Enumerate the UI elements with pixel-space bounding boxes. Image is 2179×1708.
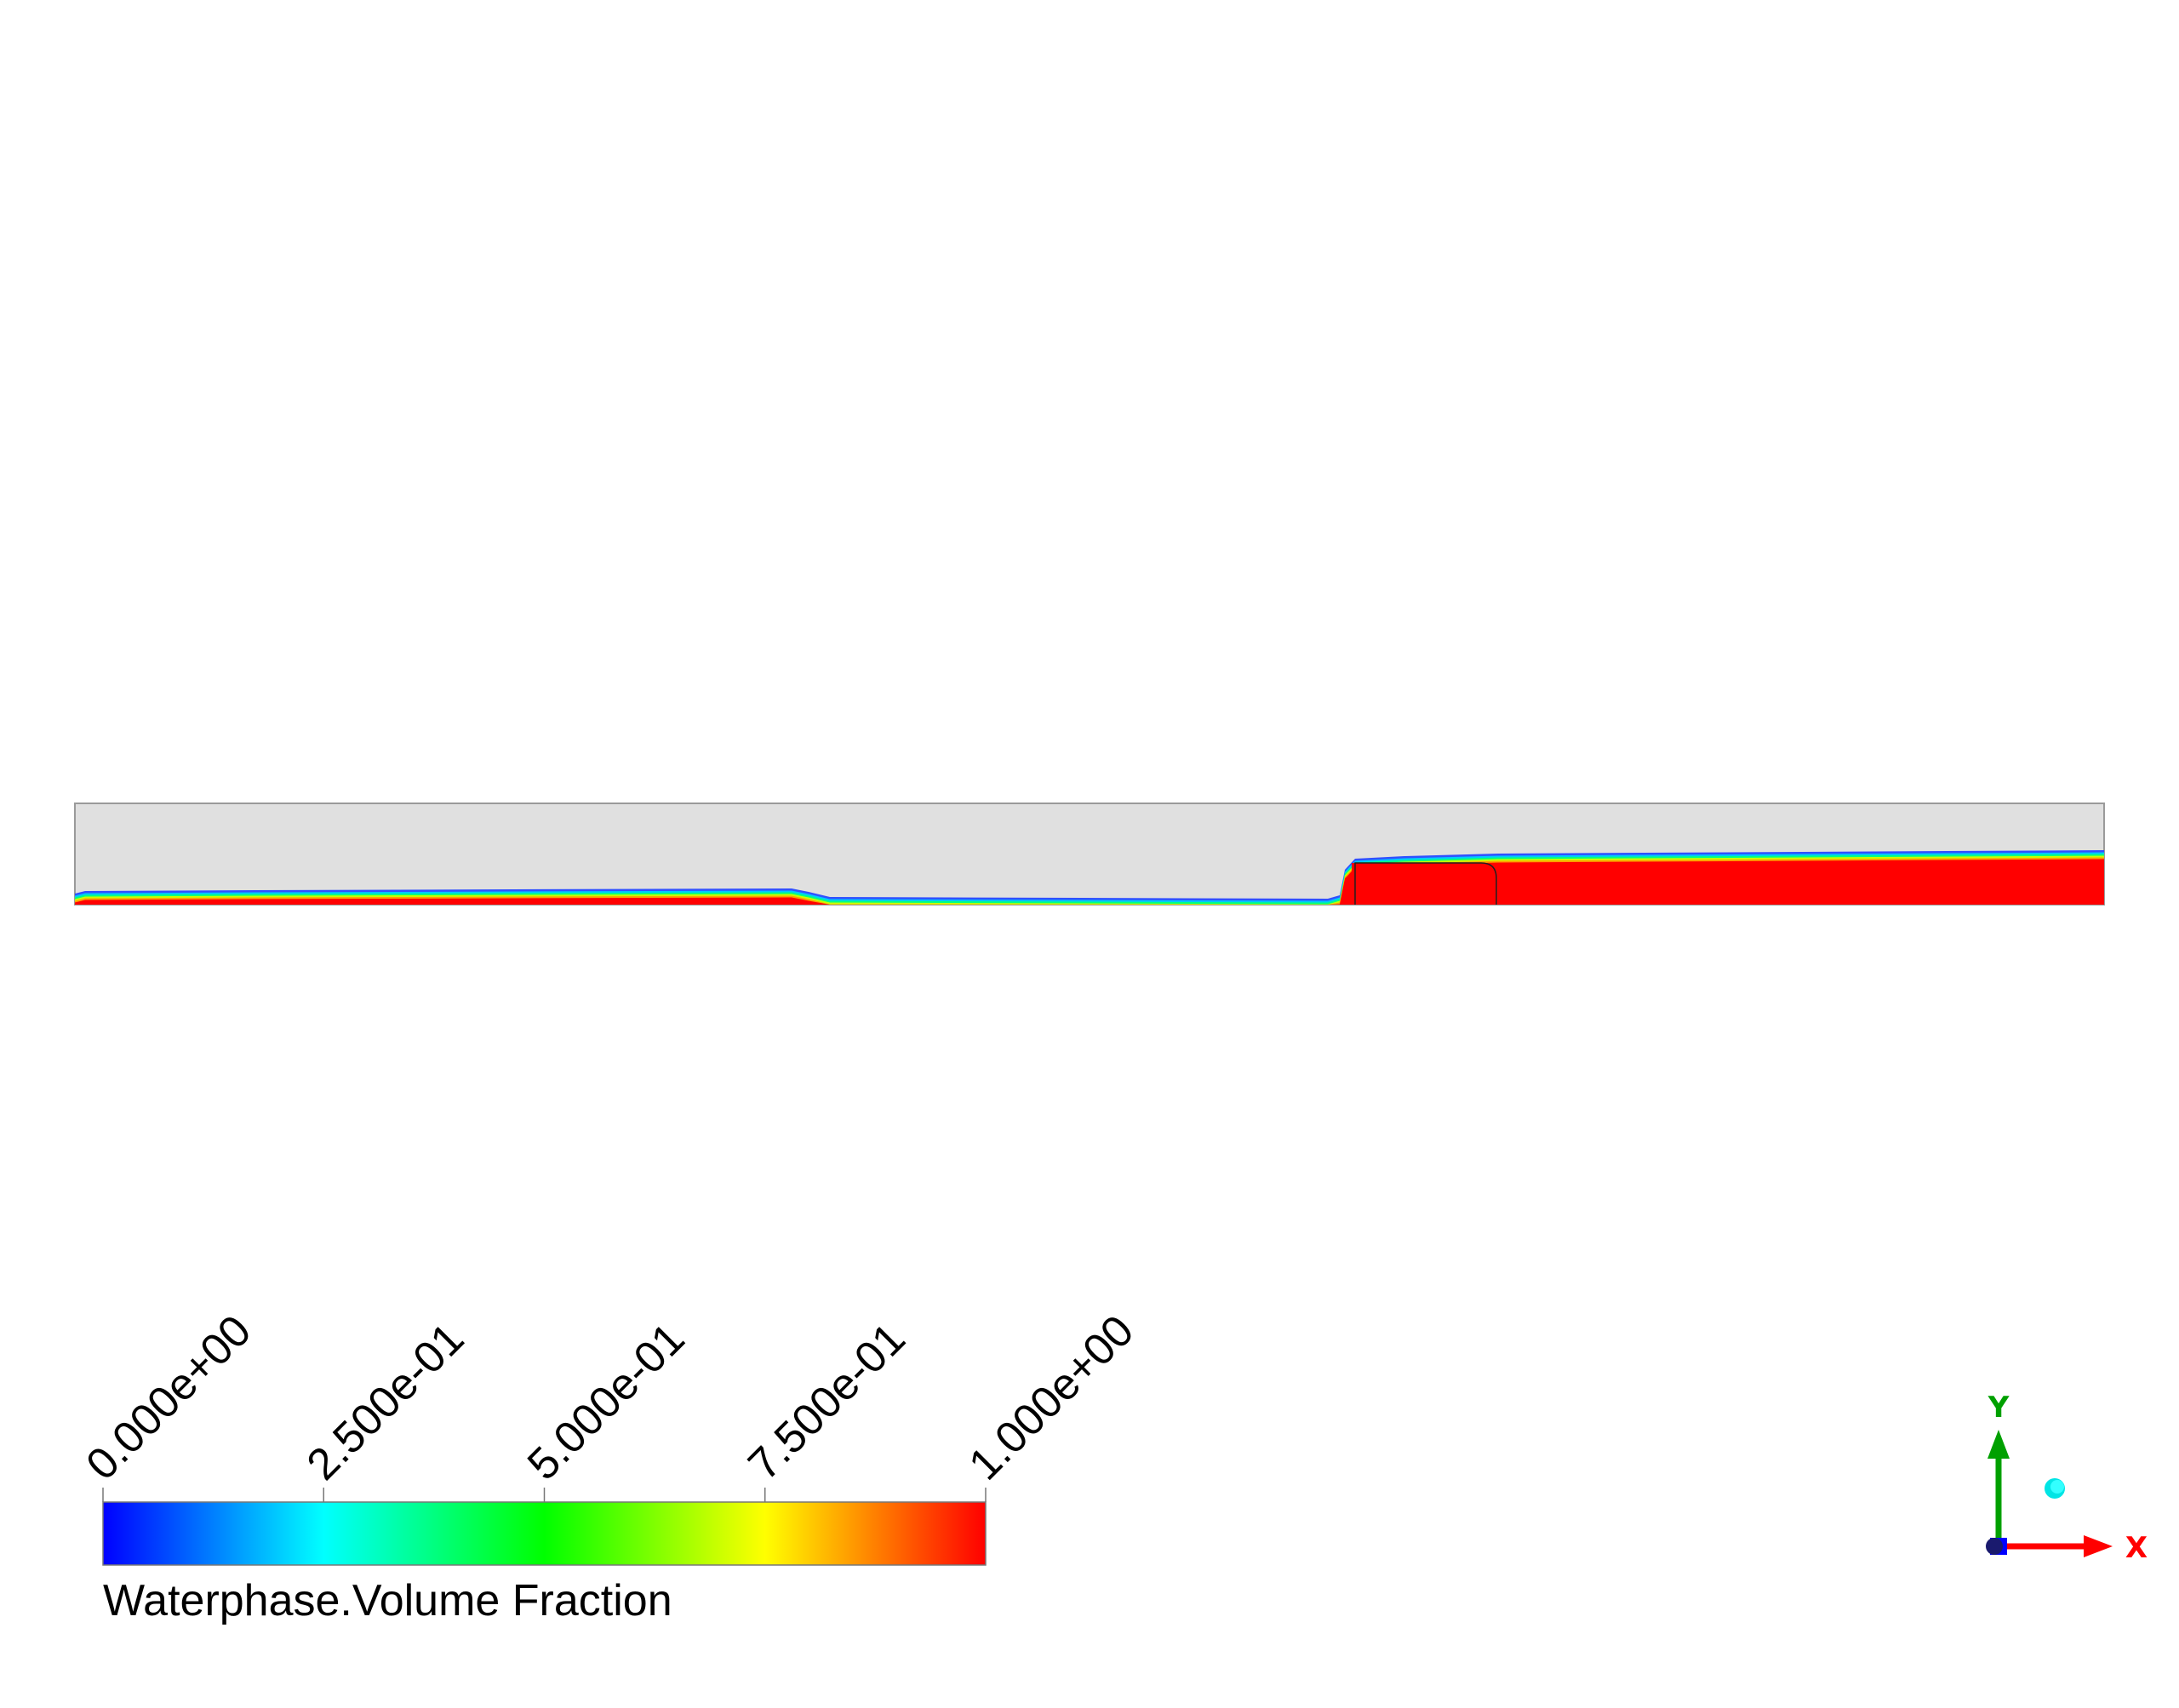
y-arrow-head-icon bbox=[1987, 1430, 2010, 1459]
color-legend: 0.000e+00 2.500e-01 5.000e-01 7.500e-01 1.00… bbox=[77, 1306, 1143, 1625]
water-phase-contour bbox=[75, 850, 2104, 905]
axis-triad: Y X bbox=[1986, 1391, 2148, 1565]
obstacle-outline bbox=[1354, 862, 1497, 905]
x-axis-label: X bbox=[2125, 1531, 2148, 1565]
water-body bbox=[1352, 863, 2104, 905]
view-sphere-highlight bbox=[2050, 1480, 2064, 1494]
colorbar bbox=[102, 1501, 987, 1566]
z-axis-sphere-icon bbox=[1986, 1538, 2003, 1555]
legend-tick-label: 5.000e-01 bbox=[518, 1314, 695, 1490]
legend-tick-label: 7.500e-01 bbox=[739, 1314, 915, 1490]
x-arrow-head-icon bbox=[2084, 1535, 2113, 1557]
y-axis-label: Y bbox=[1987, 1391, 2010, 1425]
legend-tick-label: 1.000e+00 bbox=[959, 1306, 1143, 1490]
legend-tick-label: 2.500e-01 bbox=[298, 1314, 474, 1490]
legend-title: Waterphase.Volume Fraction bbox=[103, 1576, 672, 1625]
legend-tick-label: 0.000e+00 bbox=[77, 1306, 260, 1490]
flow-domain bbox=[74, 803, 2105, 905]
